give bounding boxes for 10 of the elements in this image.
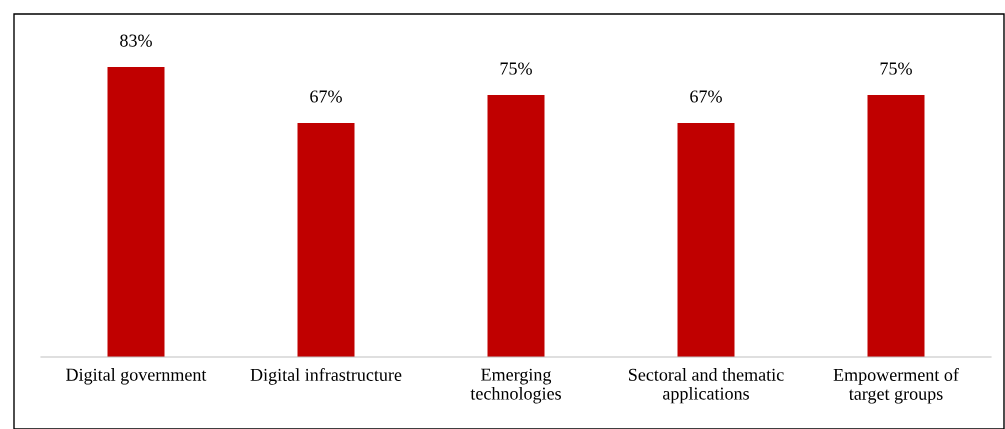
data-label: 67% [690,90,722,103]
data-label: 67% [310,90,342,103]
x-tick-label: Digital infrastructure [250,368,402,385]
data-label: 75% [500,62,532,75]
x-tick-label: Emerging technologies [470,368,561,404]
x-tick-label: Empowerment of target groups [833,368,959,404]
data-label: 83% [120,34,152,47]
x-tick-label: Sectoral and thematic applications [629,368,784,404]
x-tick-label: Digital government [66,368,207,385]
data-label: 75% [880,62,912,75]
